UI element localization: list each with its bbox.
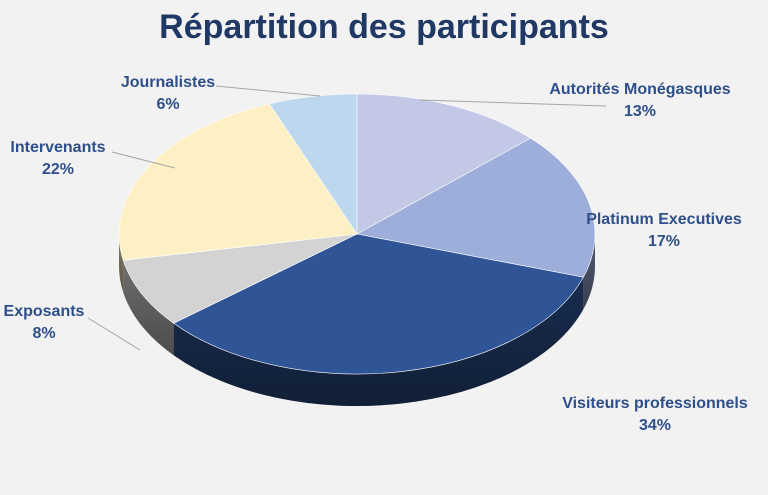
chart-title: Répartition des participants xyxy=(159,8,609,46)
leader-line-exposants xyxy=(87,317,141,351)
slice-label-platinum-executives: Platinum Executives xyxy=(586,211,742,228)
slice-label-autorites-monegasques: Autorités Monégasques xyxy=(549,81,730,98)
slice-side-shade-exposants xyxy=(123,260,174,356)
slice-value-autorites-monegasques: 13% xyxy=(624,103,656,120)
slice-labels: Autorités Monégasques 13% Platinum Executi… xyxy=(4,74,748,434)
leader-line-journalistes xyxy=(215,85,321,97)
leader-line-autorites-monegasques xyxy=(419,99,607,107)
slice-label-journalistes: Journalistes xyxy=(121,74,215,91)
slice-platinum-executives xyxy=(356,137,596,278)
slice-value-intervenants: 22% xyxy=(42,161,74,178)
slice-visiteurs-professionnels xyxy=(173,233,584,375)
slice-side-shade-visiteurs-professionnels xyxy=(173,277,584,406)
leader-lines xyxy=(87,85,607,351)
slice-autorites-monegasques xyxy=(356,93,532,235)
slice-exposants xyxy=(122,233,358,324)
pie-slices xyxy=(118,93,596,375)
slice-value-journalistes: 6% xyxy=(156,96,179,113)
slice-label-intervenants: Intervenants xyxy=(10,139,105,156)
pie-sides xyxy=(119,234,595,406)
slice-label-visiteurs-professionnels: Visiteurs professionnels xyxy=(562,395,748,412)
slice-journalistes xyxy=(268,93,358,235)
leader-line-intervenants xyxy=(111,151,176,169)
slice-value-platinum-executives: 17% xyxy=(648,233,680,250)
slice-side-shade-platinum-executives xyxy=(583,234,595,310)
slice-intervenants xyxy=(118,103,358,261)
slice-label-exposants: Exposants xyxy=(4,303,85,320)
slice-value-exposants: 8% xyxy=(32,325,55,342)
slice-value-visiteurs-professionnels: 34% xyxy=(639,417,671,434)
